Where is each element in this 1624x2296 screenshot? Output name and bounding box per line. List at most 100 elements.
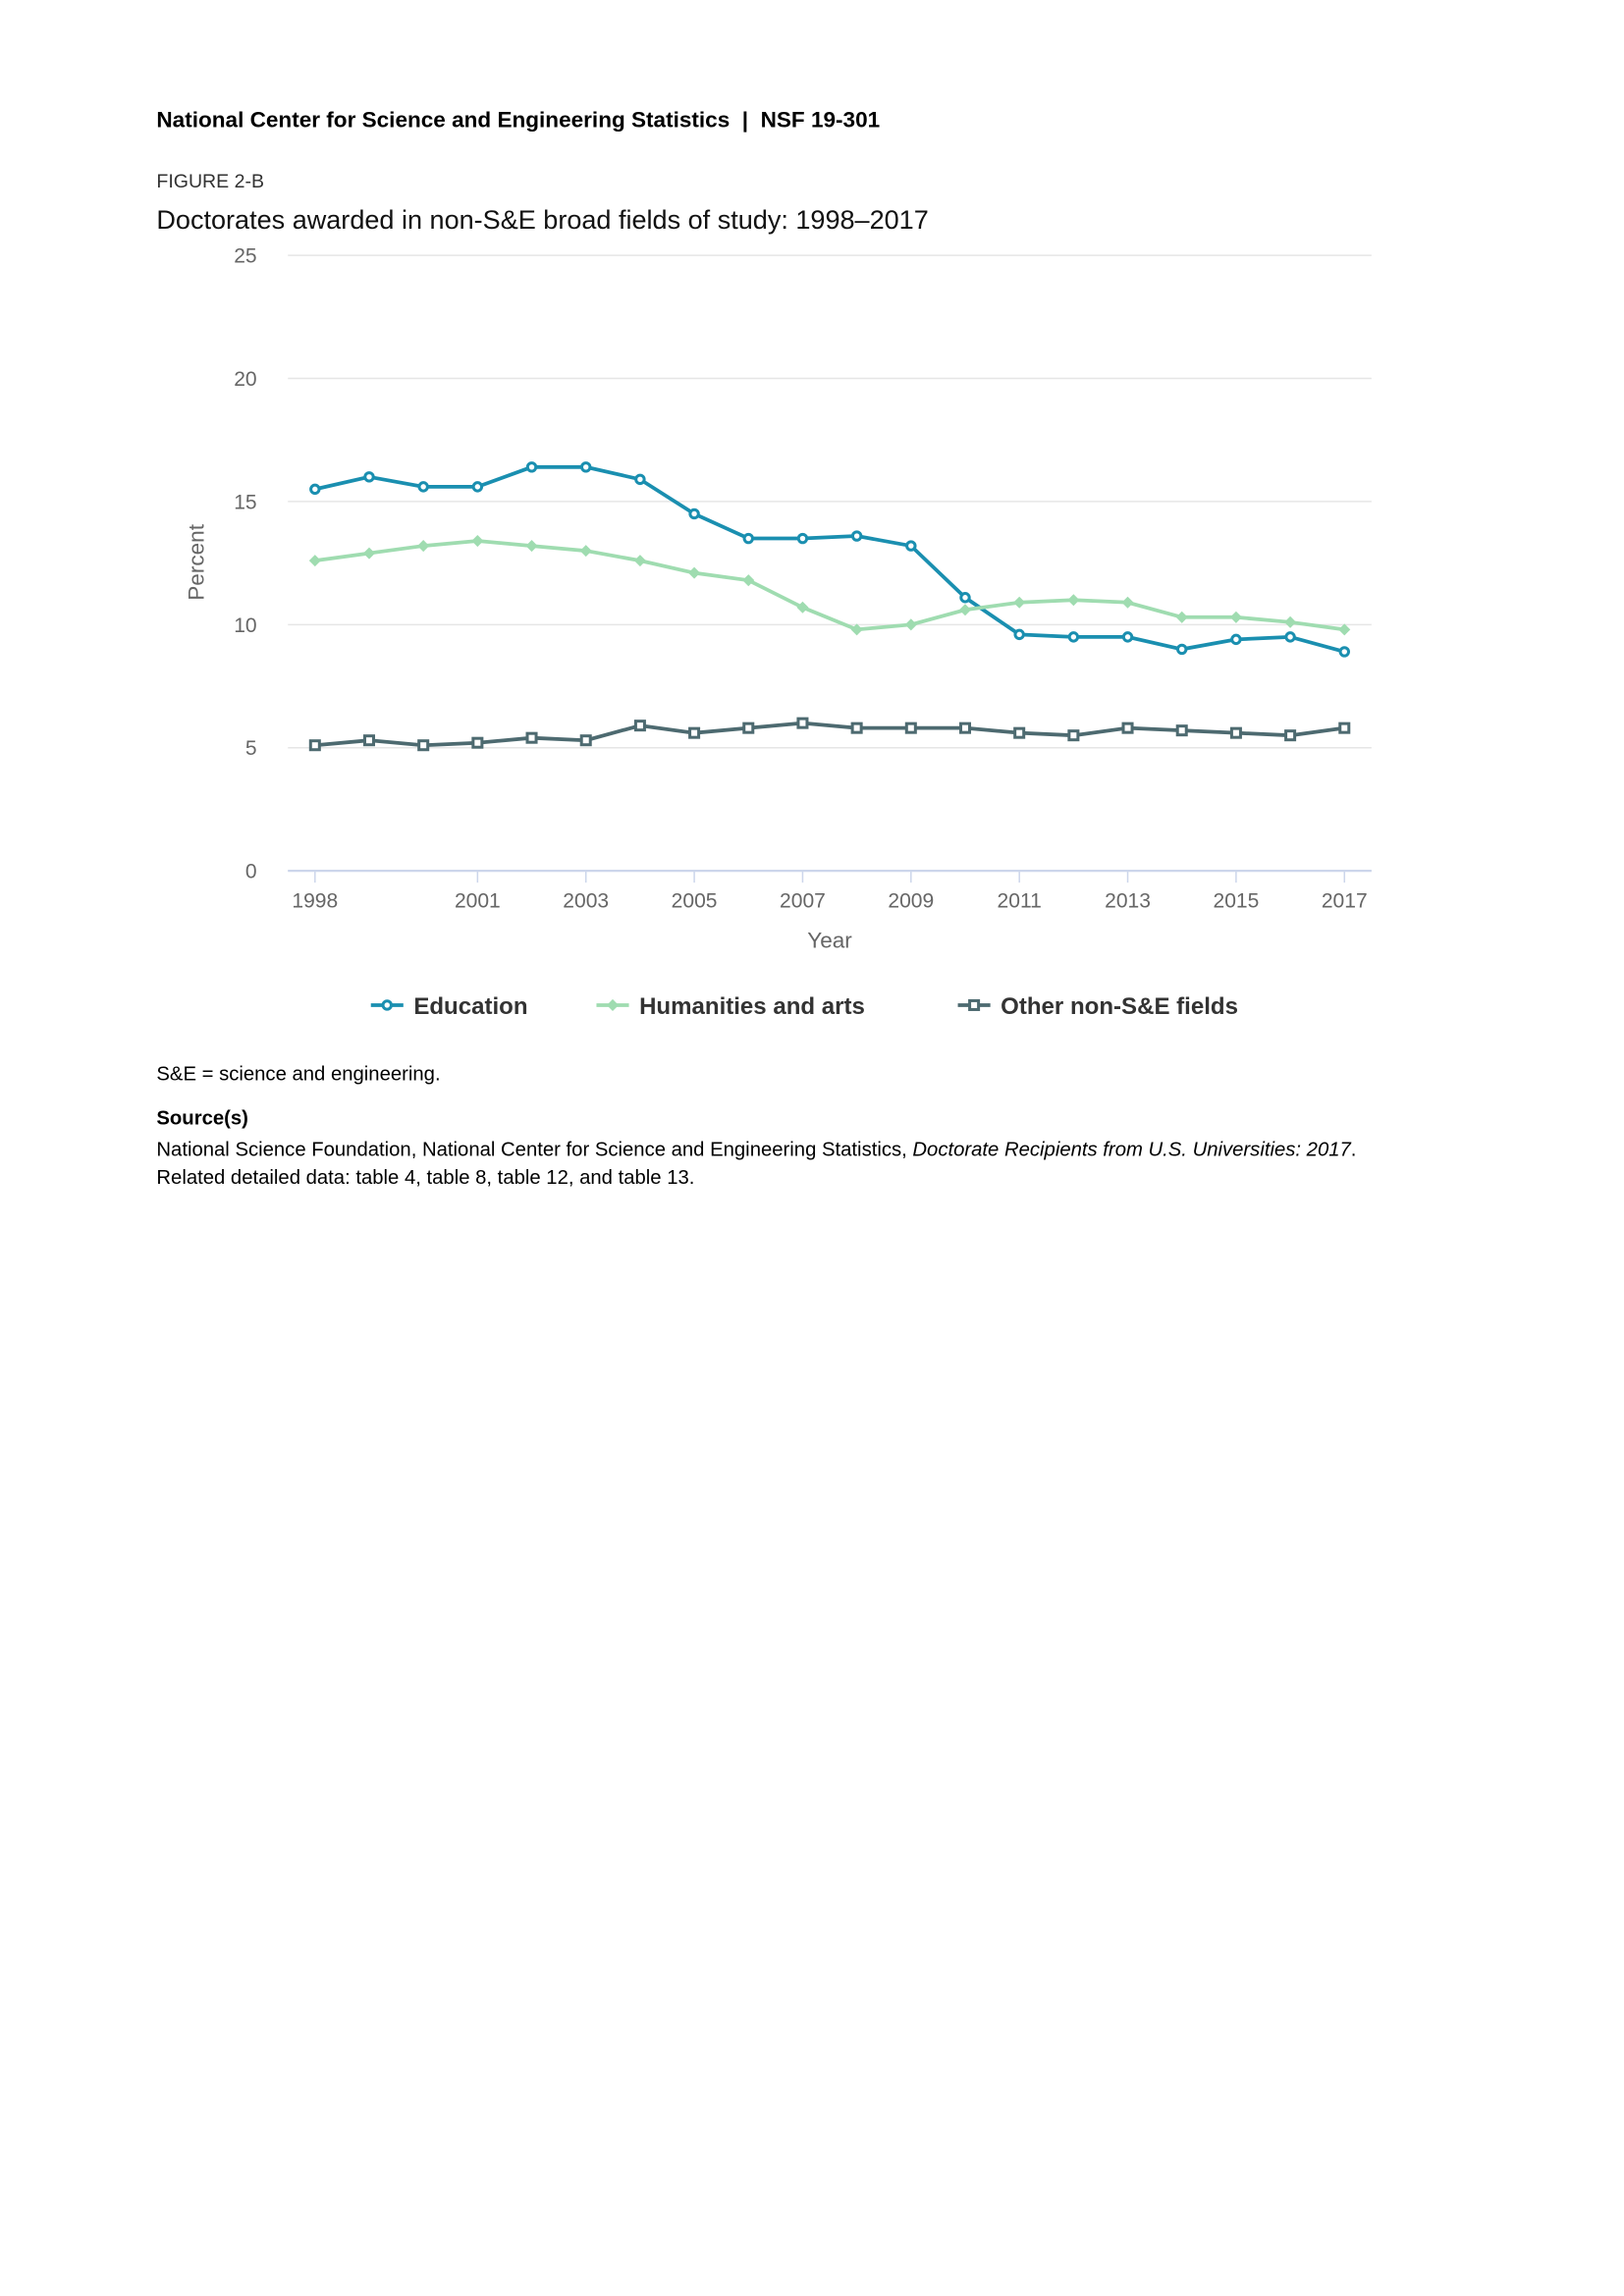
marker — [1284, 729, 1297, 742]
y-tick-label: 25 — [234, 245, 256, 268]
note: S&E = science and engineering. — [156, 1064, 440, 1086]
marker — [1121, 721, 1134, 734]
y-tick-label: 20 — [234, 368, 256, 391]
marker — [633, 720, 646, 732]
x-tick-label: 2009 — [888, 890, 934, 913]
figure-label: FIGURE 2-B — [156, 171, 264, 192]
x-tick-label: 2007 — [780, 890, 826, 913]
marker — [471, 535, 484, 548]
marker — [1013, 596, 1026, 609]
marker — [308, 739, 321, 752]
marker — [362, 547, 376, 560]
marker — [1176, 643, 1188, 656]
marker — [1013, 726, 1026, 739]
marker — [1284, 631, 1296, 643]
marker — [580, 461, 592, 473]
x-tick-label: 2013 — [1105, 890, 1151, 913]
marker — [1338, 623, 1351, 636]
marker — [742, 574, 755, 587]
marker — [742, 532, 754, 545]
legend-label: Humanities and arts — [639, 993, 865, 1020]
source-text: National Science Foundation, National Ce… — [156, 1139, 912, 1160]
marker — [308, 555, 321, 567]
marker — [688, 507, 700, 520]
marker — [417, 540, 430, 553]
marker — [1338, 721, 1351, 734]
legend-label: Education — [413, 993, 527, 1020]
marker — [1230, 633, 1242, 646]
marker — [688, 566, 701, 579]
chart-title: Doctorates awarded in non-S&E broad fiel… — [156, 205, 928, 235]
marker — [362, 734, 376, 747]
series-line — [314, 539, 1345, 632]
marker — [1175, 724, 1188, 737]
marker — [471, 736, 484, 749]
marker — [1121, 596, 1134, 609]
marker — [1175, 611, 1188, 623]
marker — [1229, 726, 1242, 739]
marker — [959, 592, 971, 604]
series-line — [314, 721, 1345, 748]
marker — [417, 481, 429, 493]
y-tick-label: 0 — [245, 861, 257, 883]
marker — [850, 623, 863, 636]
marker — [904, 618, 917, 631]
marker — [525, 461, 538, 473]
marker — [1284, 615, 1297, 628]
marker — [579, 734, 592, 747]
marker — [688, 726, 701, 739]
marker — [1121, 631, 1134, 643]
marker — [968, 998, 981, 1011]
source-heading: Source(s) — [156, 1108, 248, 1130]
series-line — [314, 464, 1345, 654]
marker — [904, 721, 917, 734]
marker — [958, 604, 972, 616]
marker — [905, 540, 917, 552]
marker — [525, 731, 538, 744]
marker — [1013, 628, 1025, 641]
marker — [1338, 646, 1350, 658]
marker — [1229, 611, 1242, 623]
header: National Center for Science and Engineer… — [156, 107, 880, 132]
marker — [363, 471, 375, 483]
marker — [309, 483, 321, 496]
plot: 0 5 10 15 20 25 1998 2001 2003 2005 2007 2009 2011 20… — [234, 245, 1372, 1020]
x-tick-label: 2015 — [1213, 890, 1259, 913]
marker — [850, 721, 863, 734]
x-tick-label: 2017 — [1322, 890, 1368, 913]
marker — [796, 601, 809, 614]
marker — [850, 530, 863, 542]
related-data: Related detailed data: table 4, table 8,… — [156, 1167, 694, 1189]
marker — [1067, 729, 1080, 742]
marker — [417, 739, 430, 752]
marker — [381, 999, 393, 1011]
y-axis-label: Percent — [185, 523, 209, 600]
x-tick-label: 2003 — [563, 890, 609, 913]
y-tick-label: 5 — [245, 737, 257, 760]
marker — [606, 998, 620, 1011]
marker — [796, 532, 809, 545]
y-tick-label: 10 — [234, 614, 256, 637]
marker — [634, 473, 646, 486]
marker — [579, 545, 592, 558]
marker — [796, 717, 809, 729]
x-tick-label: 2001 — [455, 890, 501, 913]
x-axis-label: Year — [807, 928, 852, 952]
marker — [525, 540, 538, 553]
marker — [633, 555, 646, 567]
marker — [471, 481, 484, 493]
legend-item: Other non-S&E fields — [957, 993, 1238, 1020]
marker — [1067, 631, 1080, 643]
marker — [958, 721, 972, 734]
source: National Science Foundation, National Ce… — [156, 1139, 1356, 1160]
legend-label: Other non-S&E fields — [1001, 993, 1238, 1020]
source-end: . — [1351, 1139, 1357, 1160]
x-tick-label: 2005 — [672, 890, 718, 913]
y-tick-label: 15 — [234, 491, 256, 513]
x-tick-label: 2011 — [998, 890, 1042, 913]
legend-item: Humanities and arts — [596, 993, 865, 1020]
x-tick-label: 1998 — [292, 890, 338, 913]
marker — [742, 721, 755, 734]
legend-item: Education — [370, 993, 528, 1020]
